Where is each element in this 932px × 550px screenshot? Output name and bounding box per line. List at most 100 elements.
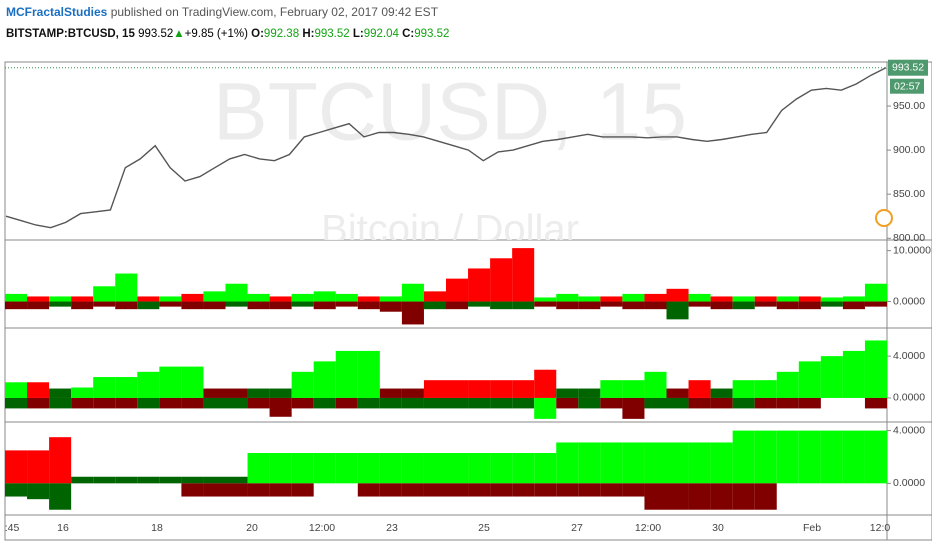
bar [798,430,821,484]
bar [401,483,424,497]
y-tick-label: 900.00 [893,144,925,156]
bar [864,397,887,409]
bar [291,293,314,302]
low-value: 992.04 [363,28,399,40]
y-tick-label: 950.00 [893,100,925,112]
bar [644,442,667,484]
bar [137,301,160,310]
x-tick-label: 27 [571,522,583,534]
bar [115,273,138,302]
alert-icon[interactable] [875,209,893,227]
bar [203,388,226,398]
price-line [5,67,887,229]
bar [401,388,424,398]
bar [5,397,28,409]
bar [27,483,50,500]
close-value: 993.52 [414,28,450,40]
bar [622,301,645,310]
bar [49,397,72,409]
bar [798,301,821,310]
quote-line: BITSTAMP:BTCUSD, 15 993.52▲+9.85 (+1%) O… [6,26,449,42]
bar [225,476,248,484]
bar [578,397,601,409]
bar [269,296,292,302]
bar [291,483,314,497]
bar [754,483,777,510]
author-link[interactable]: MCFractalStudies [6,5,108,19]
bar [600,380,623,398]
bar [622,442,645,484]
bar [666,442,689,484]
bar [335,350,358,398]
bar [534,453,557,484]
bar [578,483,601,497]
bar [401,397,424,409]
bar [49,296,72,302]
bar [512,397,535,409]
bar [247,453,270,484]
y-tick-label: 0.0000 [893,295,925,307]
bar [27,382,50,398]
bar [468,301,491,307]
bar [181,301,204,310]
bar [5,382,28,398]
bar [534,369,557,398]
price-series [5,67,887,229]
bar [446,380,469,398]
bar [864,283,887,302]
bar [512,453,535,484]
high-value: 993.52 [314,28,350,40]
bar [357,296,380,302]
bar [688,442,711,484]
last-price-box [888,59,928,76]
bar [622,380,645,398]
bar [93,286,116,302]
bar [225,301,248,307]
bar [754,301,777,307]
bar [512,248,535,302]
bar [732,301,755,310]
bar [357,397,380,409]
header: MCFractalStudies published on TradingVie… [6,4,449,42]
bar [49,388,72,398]
publish-line: MCFractalStudies published on TradingVie… [6,4,449,20]
bar [269,388,292,398]
open-label: O: [251,28,264,40]
bar [181,483,204,497]
bar [247,483,270,497]
bar [49,301,72,307]
bar [313,291,336,302]
bar [181,366,204,398]
bar [269,301,292,310]
bar [27,450,50,484]
x-tick-label: 12:00 [309,522,335,534]
bar [49,483,72,510]
x-tick-label: Feb [803,522,821,534]
bar [534,297,557,302]
x-tick-label: 18 [151,522,163,534]
bar [269,453,292,484]
bar [357,350,380,398]
bar [556,388,579,398]
bar [600,483,623,497]
bar [776,296,799,302]
bar [776,430,799,484]
bar [401,301,424,325]
bar [490,258,513,302]
bar [820,297,843,302]
bar [159,301,182,307]
bar [203,483,226,497]
bar [798,361,821,398]
bar [225,388,248,398]
bar [600,442,623,484]
countdown: 02:57 [894,80,920,92]
bar [468,268,491,302]
bar [335,453,358,484]
bar [732,380,755,398]
bar [578,301,601,310]
open-value: 992.38 [263,28,300,40]
bar [820,301,843,307]
bar [401,453,424,484]
bar [247,388,270,398]
x-tick-label: 12:0 [870,522,891,534]
